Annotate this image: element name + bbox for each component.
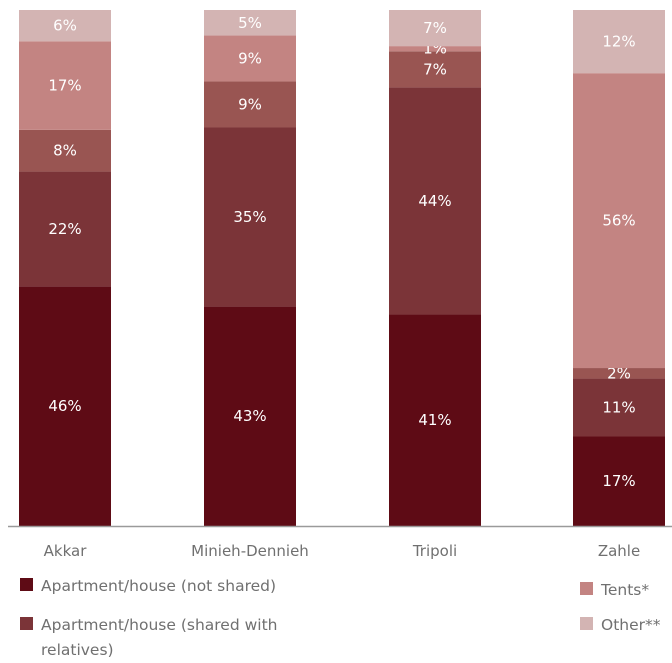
legend-item-not-shared: Apartment/house (not shared) xyxy=(20,574,276,599)
bar-segment-zahle-4 xyxy=(573,73,665,369)
data-label-akkar-5: 6% xyxy=(53,17,77,35)
bar-segment-tripoli-3 xyxy=(389,51,481,88)
bar-segment-minieh-dennieh-5 xyxy=(204,10,296,36)
data-label-akkar-2: 22% xyxy=(48,220,81,238)
legend-swatch-shared-with-relatives xyxy=(20,617,33,630)
bar-segment-akkar-4 xyxy=(19,41,111,130)
data-label-tripoli-1: 41% xyxy=(418,411,451,429)
legend-swatch-other xyxy=(580,617,593,630)
legend-item-other: Other** xyxy=(580,613,661,638)
bar-segment-tripoli-1 xyxy=(389,314,481,526)
bar-segment-akkar-1 xyxy=(19,286,111,526)
bar-segment-zahle-3 xyxy=(573,368,665,379)
bar-segment-minieh-dennieh-4 xyxy=(204,35,296,82)
data-label-minieh-dennieh-5: 5% xyxy=(238,14,262,32)
data-label-tripoli-2: 44% xyxy=(418,192,451,210)
data-label-zahle-2: 11% xyxy=(602,399,635,417)
bar-segment-tripoli-2 xyxy=(389,87,481,315)
legend-swatch-tents xyxy=(580,582,593,595)
data-label-minieh-dennieh-2: 35% xyxy=(233,208,266,226)
bar-segment-tripoli-4 xyxy=(389,46,481,52)
legend-swatch-not-shared xyxy=(20,578,33,591)
bar-segment-minieh-dennieh-3 xyxy=(204,81,296,128)
data-label-akkar-4: 17% xyxy=(48,77,81,95)
legend-item-shared-with-relatives: Apartment/house (shared with relatives) xyxy=(20,613,340,663)
bar-segment-minieh-dennieh-1 xyxy=(204,306,296,526)
bar-segment-zahle-5 xyxy=(573,10,665,74)
bar-segment-zahle-1 xyxy=(573,436,665,526)
data-label-minieh-dennieh-1: 43% xyxy=(233,407,266,425)
legend-label-shared-with-relatives: Apartment/house (shared with relatives) xyxy=(41,616,278,659)
data-label-zahle-3: 2% xyxy=(607,364,631,382)
category-label-minieh-dennieh: Minieh-Dennieh xyxy=(191,542,309,560)
data-label-akkar-1: 46% xyxy=(48,397,81,415)
data-label-zahle-4: 56% xyxy=(602,212,635,230)
data-label-minieh-dennieh-4: 9% xyxy=(238,50,262,68)
data-label-tripoli-3: 7% xyxy=(423,60,447,78)
category-label-tripoli: Tripoli xyxy=(412,542,457,560)
data-label-tripoli-5: 7% xyxy=(423,19,447,37)
legend-item-tents: Tents* xyxy=(580,578,649,603)
data-label-akkar-3: 8% xyxy=(53,142,77,160)
bar-segment-akkar-3 xyxy=(19,129,111,172)
data-label-zahle-1: 17% xyxy=(602,472,635,490)
bar-segment-akkar-2 xyxy=(19,171,111,287)
legend-label-tents: Tents* xyxy=(601,581,650,599)
bar-segment-zahle-2 xyxy=(573,378,665,437)
legend-label-not-shared: Apartment/house (not shared) xyxy=(41,577,277,595)
data-label-zahle-5: 12% xyxy=(602,33,635,51)
category-label-akkar: Akkar xyxy=(44,542,88,560)
data-label-minieh-dennieh-3: 9% xyxy=(238,96,262,114)
bar-segment-akkar-5 xyxy=(19,10,111,42)
legend-label-other: Other** xyxy=(601,616,661,634)
bar-segment-minieh-dennieh-2 xyxy=(204,127,296,307)
bar-segment-tripoli-5 xyxy=(389,10,481,47)
category-label-zahle: Zahle xyxy=(598,542,640,560)
